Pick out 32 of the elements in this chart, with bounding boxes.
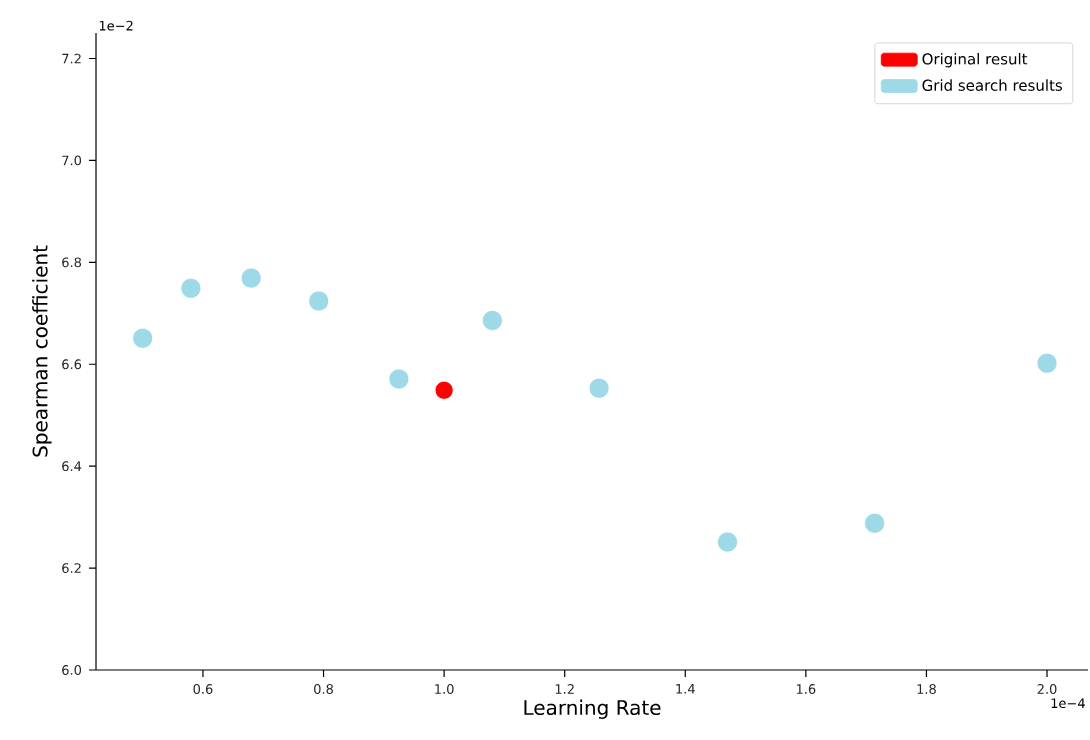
x-tick-label: 2.0 xyxy=(1037,684,1057,694)
point xyxy=(434,380,454,400)
x-tick-label: 1.2 xyxy=(555,684,574,694)
point xyxy=(588,377,610,399)
x-tick-label: 0.6 xyxy=(193,684,213,694)
legend-label: Grid search results xyxy=(922,79,1063,91)
x-tick-label: 1.6 xyxy=(796,684,816,694)
y-tick-label: 6.0 xyxy=(62,665,82,675)
x-tick-label: 1.0 xyxy=(435,684,454,694)
legend-label: Original result xyxy=(922,52,1028,68)
y-axis-title: Spearman coefficient xyxy=(32,245,52,457)
x-axis-title: Learning Rate xyxy=(524,699,661,719)
y-tick-label: 7.0 xyxy=(62,155,82,166)
y-tick-label: 6.8 xyxy=(62,257,82,268)
point xyxy=(132,327,154,349)
y-tick-label: 6.2 xyxy=(62,563,81,573)
x-tick-label: 0.8 xyxy=(314,684,333,694)
text: 1e−2 xyxy=(99,20,133,31)
y-tick-label: 7.2 xyxy=(62,53,81,64)
text: 1e−4 xyxy=(1051,698,1085,709)
point xyxy=(864,512,885,534)
point xyxy=(240,267,262,289)
point xyxy=(717,531,738,553)
point xyxy=(388,368,410,390)
y-tick-label: 6.6 xyxy=(62,359,82,370)
point xyxy=(308,290,330,312)
point xyxy=(1036,352,1058,374)
point xyxy=(180,277,202,299)
x-tick-label: 1.4 xyxy=(676,684,695,694)
point xyxy=(481,310,503,331)
x-tick-label: 1.8 xyxy=(917,684,936,694)
y-tick-label: 6.4 xyxy=(62,461,82,472)
